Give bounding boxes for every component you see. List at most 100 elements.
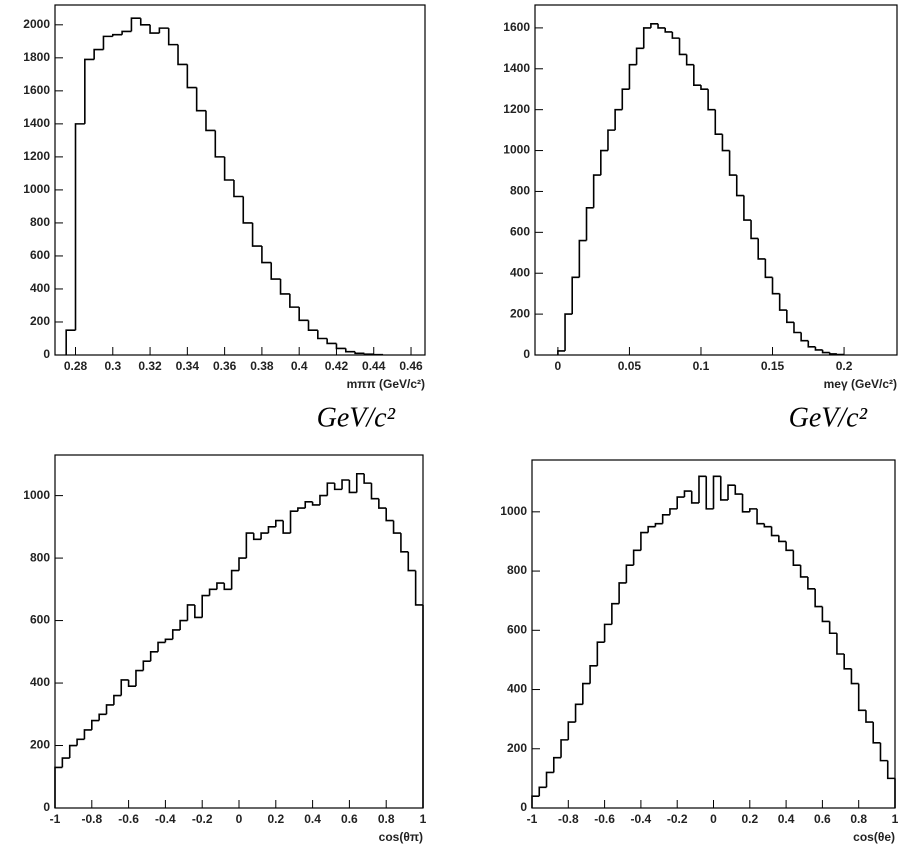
histogram-bin: [326, 338, 337, 345]
x-axis-label: cos(θe): [853, 830, 895, 844]
histogram-bin: [785, 541, 794, 552]
y-tick-label: 800: [30, 550, 50, 564]
histogram-bin: [282, 520, 291, 534]
histogram-bin: [130, 17, 141, 32]
histogram-bin: [770, 526, 779, 537]
histogram-bin: [886, 760, 895, 780]
annotation: GeV/c²: [317, 402, 396, 433]
histogram-bin: [685, 54, 694, 66]
histogram-bin: [671, 31, 680, 39]
histogram-bin: [607, 129, 616, 151]
histogram-bin: [111, 33, 123, 37]
histogram-bin: [83, 729, 92, 740]
histogram-bin: [621, 88, 630, 110]
histogram-bin: [786, 310, 794, 324]
histogram-bin: [230, 569, 239, 590]
x-tick-label: 0.2: [836, 359, 853, 373]
histogram-bin: [171, 629, 181, 640]
histogram-bin: [120, 679, 129, 696]
y-tick-label: 200: [30, 314, 50, 328]
histogram-bin: [205, 110, 216, 132]
x-tick-label: 0.2: [741, 812, 758, 826]
x-tick-label: 0.44: [362, 359, 386, 373]
y-tick-label: 1400: [503, 61, 530, 75]
y-tick-label: 200: [510, 306, 530, 320]
y-tick-label: 400: [510, 265, 530, 279]
y-tick-label: 600: [30, 613, 50, 627]
x-tick-label: 0.4: [778, 812, 795, 826]
x-tick-label: 0.6: [814, 812, 831, 826]
histogram-bin: [632, 549, 641, 566]
histogram-bin: [531, 795, 540, 808]
histogram-bin: [297, 507, 306, 512]
x-tick-label: 0.38: [250, 359, 274, 373]
histogram-bin: [142, 660, 151, 671]
histogram-bin: [414, 570, 423, 606]
histogram-bin: [661, 513, 670, 524]
histogram-bin: [700, 85, 709, 91]
histogram-bin: [857, 683, 866, 712]
histogram-bin: [157, 641, 166, 652]
x-tick-label: -0.6: [594, 812, 615, 826]
histogram-bin: [676, 496, 685, 509]
histogram-bin: [800, 332, 809, 342]
histogram-bin: [400, 533, 409, 553]
histogram-bin: [385, 508, 394, 522]
histogram-bin: [407, 551, 416, 572]
histogram-bin: [289, 510, 298, 534]
histogram-bin: [76, 738, 85, 746]
x-tick-label: 0.4: [291, 359, 308, 373]
histogram-bin: [642, 27, 651, 49]
histogram-bin: [664, 27, 673, 33]
histogram-bin: [735, 175, 744, 197]
histogram-bin: [698, 475, 707, 503]
histogram-bin: [807, 340, 816, 348]
histogram-bin: [678, 38, 687, 56]
y-tick-label: 400: [30, 675, 50, 689]
x-tick-label: -0.8: [81, 812, 102, 826]
x-axis-label: meγ (GeV/c²): [824, 377, 897, 391]
x-tick-label: -1: [527, 812, 538, 826]
x-tick-label: 0.28: [64, 359, 88, 373]
x-tick-label: 0.34: [176, 359, 200, 373]
x-tick-label: 0.32: [138, 359, 162, 373]
x-tick-label: -0.2: [667, 812, 688, 826]
histogram-bin: [571, 276, 580, 315]
histogram-bin: [84, 58, 95, 124]
histogram-bin: [683, 490, 692, 498]
histogram-bin: [557, 350, 566, 355]
plot-frame: [54, 4, 426, 356]
x-tick-label: 0.4: [304, 812, 321, 826]
histogram-bin: [727, 484, 736, 500]
histogram-bin: [74, 123, 85, 331]
histogram-bin: [657, 23, 666, 29]
histogram-bin: [98, 713, 107, 721]
histogram-bin: [807, 576, 816, 590]
y-tick-label: 200: [507, 741, 527, 755]
histogram-bin: [194, 604, 203, 619]
histogram-bin: [821, 349, 830, 354]
x-axis-label: cos(θπ): [379, 830, 423, 844]
histogram-bin: [260, 532, 269, 540]
histogram-bin: [54, 766, 63, 808]
histogram-bin: [690, 491, 699, 504]
histogram-bin: [771, 277, 780, 295]
histogram-bin: [585, 207, 594, 241]
x-tick-label: 0.42: [325, 359, 349, 373]
y-tick-label: 0: [43, 347, 50, 361]
histogram-bin: [102, 35, 113, 50]
plot-frame: [54, 454, 424, 809]
x-tick-label: -1: [50, 812, 61, 826]
histogram-bin: [843, 653, 852, 670]
histogram-bin: [279, 279, 290, 295]
histogram-bin: [763, 523, 772, 528]
histogram-bin: [625, 564, 634, 583]
histogram-bin: [223, 156, 234, 181]
histogram-bin: [628, 63, 637, 90]
x-tick-label: 0: [236, 812, 243, 826]
histogram-bin: [238, 557, 247, 571]
y-tick-label: 0: [520, 800, 527, 814]
histogram-bin: [603, 623, 612, 643]
histogram-bin: [850, 668, 859, 685]
